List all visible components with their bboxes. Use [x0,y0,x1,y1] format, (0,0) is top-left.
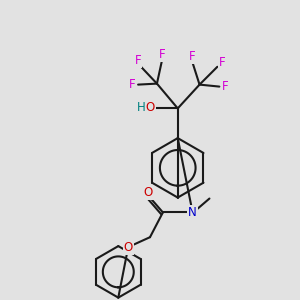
Text: N: N [188,206,197,219]
Text: O: O [146,101,154,114]
Text: O: O [124,241,133,254]
Text: F: F [135,54,141,67]
Text: F: F [129,78,136,91]
Text: O: O [143,186,153,199]
Text: F: F [159,48,165,62]
Text: F: F [222,80,229,93]
Text: F: F [189,50,196,63]
Text: H: H [137,101,146,114]
Text: F: F [219,56,226,69]
